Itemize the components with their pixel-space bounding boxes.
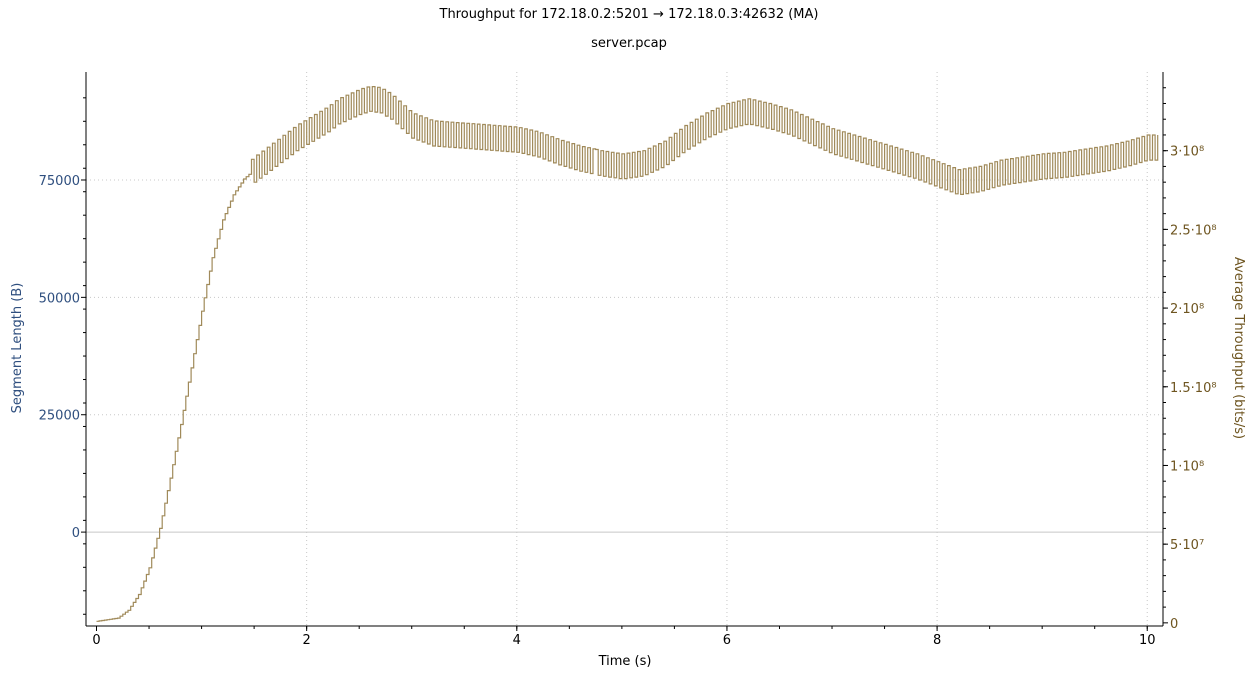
x-tick-label-0: 0 bbox=[92, 633, 100, 648]
axes bbox=[81, 72, 1168, 631]
chart-title: Throughput for 172.18.0.2:5201 → 172.18.… bbox=[439, 7, 819, 22]
y-left-tick-label-75000: 75000 bbox=[39, 174, 80, 189]
series-line-0 bbox=[96, 86, 1159, 622]
x-tick-label-6: 6 bbox=[723, 633, 731, 648]
x-tick-label-10: 10 bbox=[1139, 633, 1156, 648]
y-left-axis-label: Segment Length (B) bbox=[10, 283, 25, 414]
y-right-tick-label-1: 5·10⁷ bbox=[1170, 538, 1204, 553]
y-left-tick-label-0: 0 bbox=[72, 526, 80, 541]
x-tick-label-8: 8 bbox=[933, 633, 941, 648]
y-right-tick-label-6: 3·10⁸ bbox=[1170, 145, 1204, 160]
x-axis-label: Time (s) bbox=[598, 654, 652, 669]
y-right-axis-label: Average Throughput (bits/s) bbox=[1231, 257, 1246, 439]
series-layer bbox=[96, 86, 1159, 622]
tick-labels: 0 2 4 6 8 10 0 25000 50000 75000 0 5·10⁷ 1·10⁸ 1.5·10… bbox=[39, 145, 1217, 648]
y-right-tick-label-0: 0 bbox=[1170, 617, 1178, 632]
y-right-tick-label-3: 1.5·10⁸ bbox=[1170, 381, 1217, 396]
y-left-tick-label-25000: 25000 bbox=[39, 409, 80, 424]
x-tick-label-2: 2 bbox=[303, 633, 311, 648]
y-left-tick-label-50000: 50000 bbox=[39, 291, 80, 306]
chart-subtitle: server.pcap bbox=[591, 36, 667, 51]
y-right-tick-label-4: 2·10⁸ bbox=[1170, 302, 1204, 317]
y-right-tick-label-2: 1·10⁸ bbox=[1170, 459, 1204, 474]
y-right-tick-label-5: 2.5·10⁸ bbox=[1170, 223, 1217, 238]
x-tick-label-4: 4 bbox=[513, 633, 521, 648]
